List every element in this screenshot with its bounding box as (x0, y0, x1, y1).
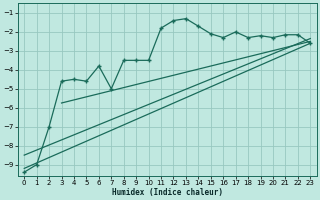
X-axis label: Humidex (Indice chaleur): Humidex (Indice chaleur) (112, 188, 223, 197)
